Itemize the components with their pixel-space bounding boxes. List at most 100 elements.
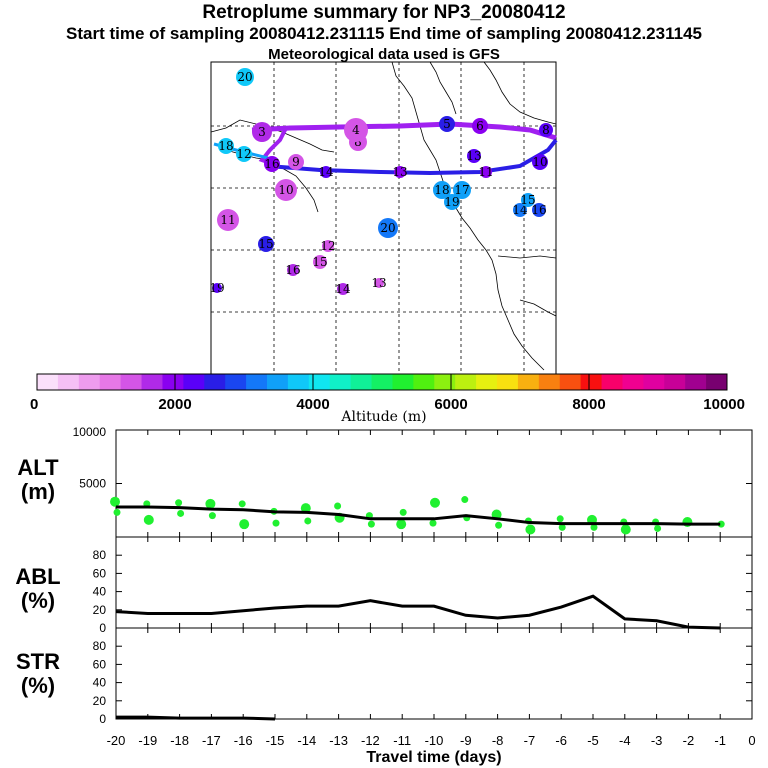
alt-scatter-point [113,508,121,516]
abl-label-line2: (%) [20,588,56,613]
map-graticule [211,62,556,374]
colorbar-cell [308,374,331,390]
map-frame [210,61,557,375]
map-marker [236,68,254,86]
colorbar-cell [57,374,80,390]
alt-scatter-point [430,497,440,508]
map-marker [467,149,481,163]
colorbar-cell [350,374,373,390]
map-marker-label: 14 [318,165,334,179]
colorbar-cell [204,374,226,390]
map-marker [313,255,327,269]
x-tick-label: -2 [683,733,695,748]
alt-scatter-point [300,503,311,514]
colorbar-cell [287,374,310,390]
alt-scatter-point [654,524,662,532]
alt-scatter-point [558,523,566,531]
alt-scatter-point [304,517,312,525]
map-marker [252,122,272,142]
map-marker [433,181,451,199]
alt-scatter-point [396,519,407,530]
colorbar-cell [162,374,184,390]
map-marker-label: 16 [531,203,546,217]
map-marker-label: 11 [478,165,493,179]
map-marker-label: 11 [220,213,235,227]
x-tick-label: 0 [748,733,755,748]
map-marker [472,118,488,134]
x-tick-label: -6 [555,733,567,748]
colorbar-cell [559,374,582,390]
colorbar-cell [392,374,414,390]
x-tick-label: -14 [297,733,316,748]
alt-label-line1: ALT [17,455,59,480]
map-marker-label: 16 [264,157,279,171]
colorbar-axis-label: Altitude (m) [341,409,427,425]
x-tick-label: -5 [587,733,599,748]
map-marker-label: 12 [236,147,251,161]
abl-series-line [115,594,721,630]
x-tick-label: -1 [714,733,726,748]
colorbar-cell [580,374,603,390]
map-marker [258,236,274,252]
x-tick-label: -20 [107,733,126,748]
map-marker-label: 15 [312,255,327,269]
y-tick-label: 80 [93,639,107,653]
map-marker [236,146,252,162]
map-marker-label: 8 [542,123,550,137]
alt-scatter-point [461,496,469,504]
colorbar-cell [329,374,352,390]
x-tick-label: -10 [425,733,444,748]
str-label-line2: (%) [20,673,56,698]
y-tick-label: 80 [93,548,107,562]
map-marker [532,154,548,170]
alt-series-line [116,505,721,526]
map-marker-label: 10 [278,183,293,197]
y-tick-label: 60 [93,566,107,580]
map-marker [275,179,297,201]
map-marker-label: 18 [434,183,449,197]
colorbar-tick-label: 6000 [434,396,467,413]
x-tick-label: -18 [170,733,189,748]
y-tick-label: 0 [99,712,106,726]
map-marker [344,118,368,142]
chart-title: Retroplume summary for NP3_20080412 [202,2,566,23]
colorbar-cell [183,374,205,390]
map-marker-label: 6 [476,119,484,133]
colorbar-cell [664,374,686,390]
colorbar-cell [141,374,163,390]
map-marker-label: 18 [218,139,233,153]
colorbar-cell [434,374,456,390]
map-marker-label: 13 [466,149,481,163]
colorbar-cell [517,374,540,390]
str-panel: 0 20 40 60 80 [93,627,753,726]
map-marker [532,203,546,217]
str-panel-label: STR (%) [3,650,73,698]
alt-scatter-point [205,498,216,509]
travel-time-axis: -20 -19 -18 -17 -16 -15 -14 -13 -12 -11 -10 -9 -8 -7-… [107,733,756,748]
alt-scatter-point [175,499,183,507]
map-marker-label: 19 [209,281,224,295]
colorbar-cell [267,374,289,390]
colorbar-cell [538,374,561,390]
map-marker-label: 10 [532,155,547,169]
map-marker [264,156,280,172]
colorbar-cell [371,374,393,390]
x-tick-label: -16 [234,733,253,748]
abl-label-line1: ABL [15,564,61,589]
trajectory-upper [251,121,557,141]
map-marker [453,181,471,199]
map-marker [480,166,492,178]
alt-scatter-point [429,519,437,527]
x-tick-label: -7 [524,733,536,748]
colorbar-cell [413,374,435,390]
map-marker-label: 3 [258,125,266,139]
map-marker-label: 4 [352,123,360,137]
map-marker [212,283,222,293]
map-marker [394,166,406,178]
x-tick-label: -3 [651,733,663,748]
abl-panel: 0 20 40 60 80 [93,536,753,635]
str-panel-frame [115,627,753,720]
map-marker-label: 15 [520,193,535,207]
x-tick-label: -9 [460,733,472,748]
